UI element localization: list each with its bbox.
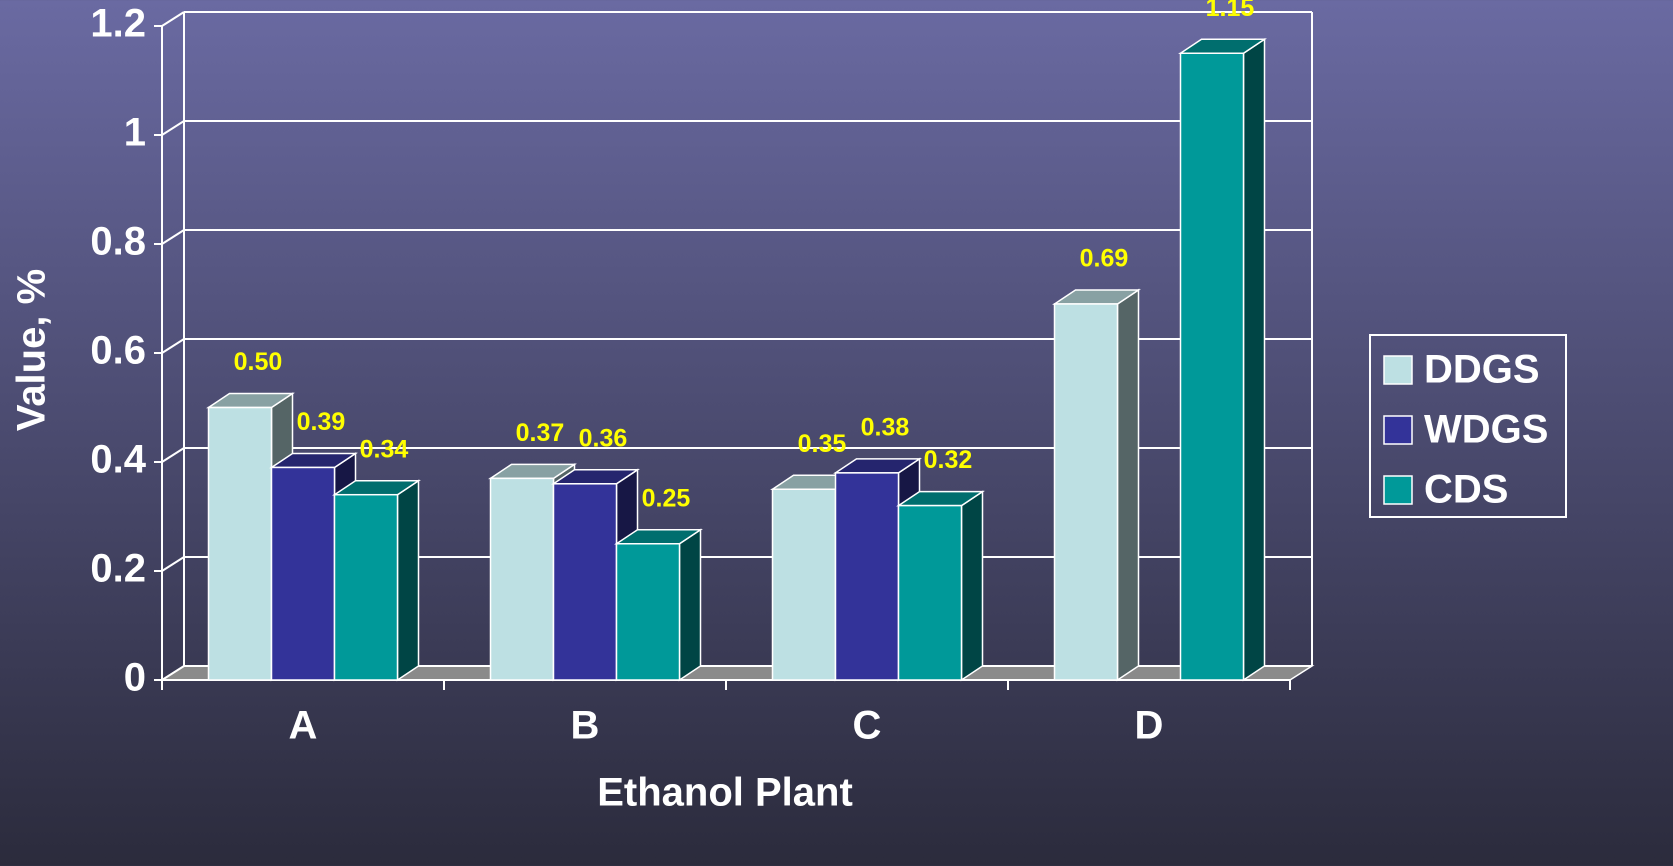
- y-tick-label: 1.2: [90, 2, 146, 46]
- x-tick-label: C: [853, 704, 882, 748]
- grid-line-side: [161, 447, 185, 463]
- bar: [771, 488, 837, 681]
- bar: [834, 472, 900, 681]
- legend-label: WDGS: [1424, 408, 1548, 452]
- bar: [270, 466, 336, 681]
- y-tick-label: 0: [124, 656, 146, 700]
- bar-side: [1242, 37, 1266, 682]
- value-label: 0.38: [861, 414, 910, 442]
- x-tick-label: B: [571, 704, 600, 748]
- bar-side: [960, 490, 984, 682]
- grid-line-side: [161, 229, 185, 245]
- value-label: 0.35: [798, 430, 847, 458]
- value-label: 0.34: [360, 435, 409, 463]
- bar-side: [1116, 288, 1140, 682]
- bar: [615, 543, 681, 681]
- bar: [489, 477, 555, 681]
- value-label: 0.50: [234, 348, 283, 376]
- value-label: 0.25: [642, 484, 691, 512]
- x-tick-label: A: [289, 704, 318, 748]
- value-label: 0.37: [516, 419, 565, 447]
- grid-line-side: [161, 11, 185, 27]
- x-axis-title: Ethanol Plant: [597, 771, 853, 815]
- y-tick-label: 1: [124, 111, 146, 155]
- legend-label: DDGS: [1424, 348, 1540, 392]
- bar: [897, 504, 963, 681]
- value-label: 0.36: [579, 424, 628, 452]
- bar: [333, 493, 399, 681]
- legend-swatch: [1383, 475, 1413, 505]
- y-tick-label: 0.6: [90, 329, 146, 373]
- bar: [1179, 52, 1245, 681]
- value-label: 0.69: [1080, 245, 1129, 273]
- legend-box: [1369, 334, 1567, 518]
- value-label: 0.32: [924, 446, 973, 474]
- bar: [1053, 303, 1119, 681]
- legend-swatch: [1383, 415, 1413, 445]
- grid-line-side: [161, 338, 185, 354]
- y-tick-label: 0.8: [90, 220, 146, 264]
- grid-line-side: [161, 665, 185, 681]
- y-tick-label: 0.2: [90, 547, 146, 591]
- bar: [207, 406, 273, 681]
- legend-label: CDS: [1424, 468, 1508, 512]
- y-axis-title: Value, %: [10, 269, 54, 431]
- x-tick-label: D: [1135, 704, 1164, 748]
- bar-side: [678, 528, 702, 682]
- grid-line-side: [161, 556, 185, 572]
- bar: [552, 483, 618, 681]
- bar-side: [396, 479, 420, 682]
- grid-line-side: [161, 120, 185, 136]
- y-tick-label: 0.4: [90, 438, 146, 482]
- value-label: 1.15: [1206, 0, 1255, 22]
- value-label: 0.39: [297, 408, 346, 436]
- legend-swatch: [1383, 355, 1413, 385]
